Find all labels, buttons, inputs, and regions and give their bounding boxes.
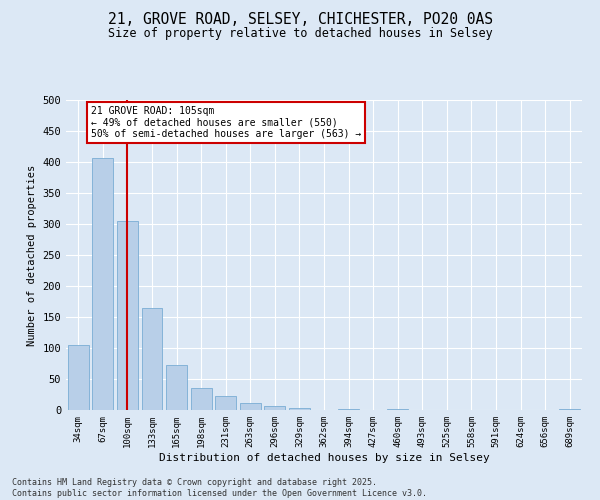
Bar bbox=[191, 388, 212, 410]
Bar bbox=[265, 406, 286, 410]
Bar bbox=[117, 221, 138, 410]
Bar bbox=[215, 396, 236, 410]
Text: Size of property relative to detached houses in Selsey: Size of property relative to detached ho… bbox=[107, 28, 493, 40]
Text: 21, GROVE ROAD, SELSEY, CHICHESTER, PO20 0AS: 21, GROVE ROAD, SELSEY, CHICHESTER, PO20… bbox=[107, 12, 493, 28]
Bar bbox=[92, 158, 113, 410]
Bar bbox=[289, 408, 310, 410]
Text: 21 GROVE ROAD: 105sqm
← 49% of detached houses are smaller (550)
50% of semi-det: 21 GROVE ROAD: 105sqm ← 49% of detached … bbox=[91, 106, 361, 140]
Bar bbox=[240, 402, 261, 410]
Text: Contains HM Land Registry data © Crown copyright and database right 2025.
Contai: Contains HM Land Registry data © Crown c… bbox=[12, 478, 427, 498]
Y-axis label: Number of detached properties: Number of detached properties bbox=[27, 164, 37, 346]
Bar bbox=[166, 364, 187, 410]
Bar bbox=[142, 308, 163, 410]
X-axis label: Distribution of detached houses by size in Selsey: Distribution of detached houses by size … bbox=[158, 452, 490, 462]
Bar bbox=[68, 345, 89, 410]
